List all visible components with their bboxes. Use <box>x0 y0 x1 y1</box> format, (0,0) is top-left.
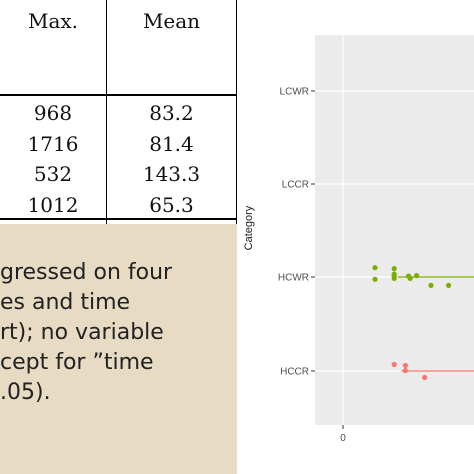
table-cell-mean: 83.2 <box>149 101 194 125</box>
table-cell-max: 532 <box>33 162 73 186</box>
data-point <box>446 282 452 288</box>
table-right-border <box>236 0 237 224</box>
note-line: es and time <box>0 290 131 315</box>
table-column-divider <box>106 0 107 224</box>
y-tick-label: LCCR <box>282 180 309 191</box>
plot-panel: HCCR HCWR LCCR LCWR 0 <box>278 35 474 444</box>
table-cell-mean: 65.3 <box>149 193 194 217</box>
table-cell-max: 968 <box>33 101 73 125</box>
plot-background <box>315 35 474 425</box>
data-point <box>372 276 378 282</box>
table-header-rule <box>0 94 237 96</box>
note-line: cept for ”time <box>0 350 154 375</box>
note-line: .05). <box>0 380 51 405</box>
data-point <box>402 367 408 374</box>
data-point <box>422 374 428 381</box>
note-line: gressed on four <box>0 260 173 285</box>
table-cell-mean: 81.4 <box>149 132 194 156</box>
table-cell-max: 1716 <box>27 132 79 156</box>
data-point <box>391 266 397 272</box>
summary-table: Max. Mean 968 83.2 1716 81.4 532 143.3 1… <box>0 0 237 224</box>
table-cell-mean: 143.3 <box>142 162 201 186</box>
table-header-max: Max. <box>27 9 79 33</box>
note-text-block: gressed on four es and time rt); no vari… <box>0 224 237 474</box>
y-tick-label: HCWR <box>278 273 309 284</box>
data-point <box>428 282 434 288</box>
table-header-mean: Mean <box>142 9 201 33</box>
scatter-plot: HCCR HCWR LCCR LCWR 0 Category <box>237 0 474 474</box>
data-point <box>391 361 397 368</box>
data-point <box>391 273 397 279</box>
x-tick-label: 0 <box>340 433 346 444</box>
y-tick-label: HCCR <box>280 367 309 378</box>
data-point <box>407 275 413 281</box>
data-point <box>372 265 378 271</box>
y-axis-label: Category <box>243 205 255 251</box>
data-point <box>414 273 420 279</box>
table-cell-max: 1012 <box>27 193 79 217</box>
y-tick-label: LCWR <box>280 87 309 98</box>
data-point <box>402 362 408 369</box>
note-line: rt); no variable <box>0 320 164 345</box>
table-bottom-rule <box>0 218 237 220</box>
